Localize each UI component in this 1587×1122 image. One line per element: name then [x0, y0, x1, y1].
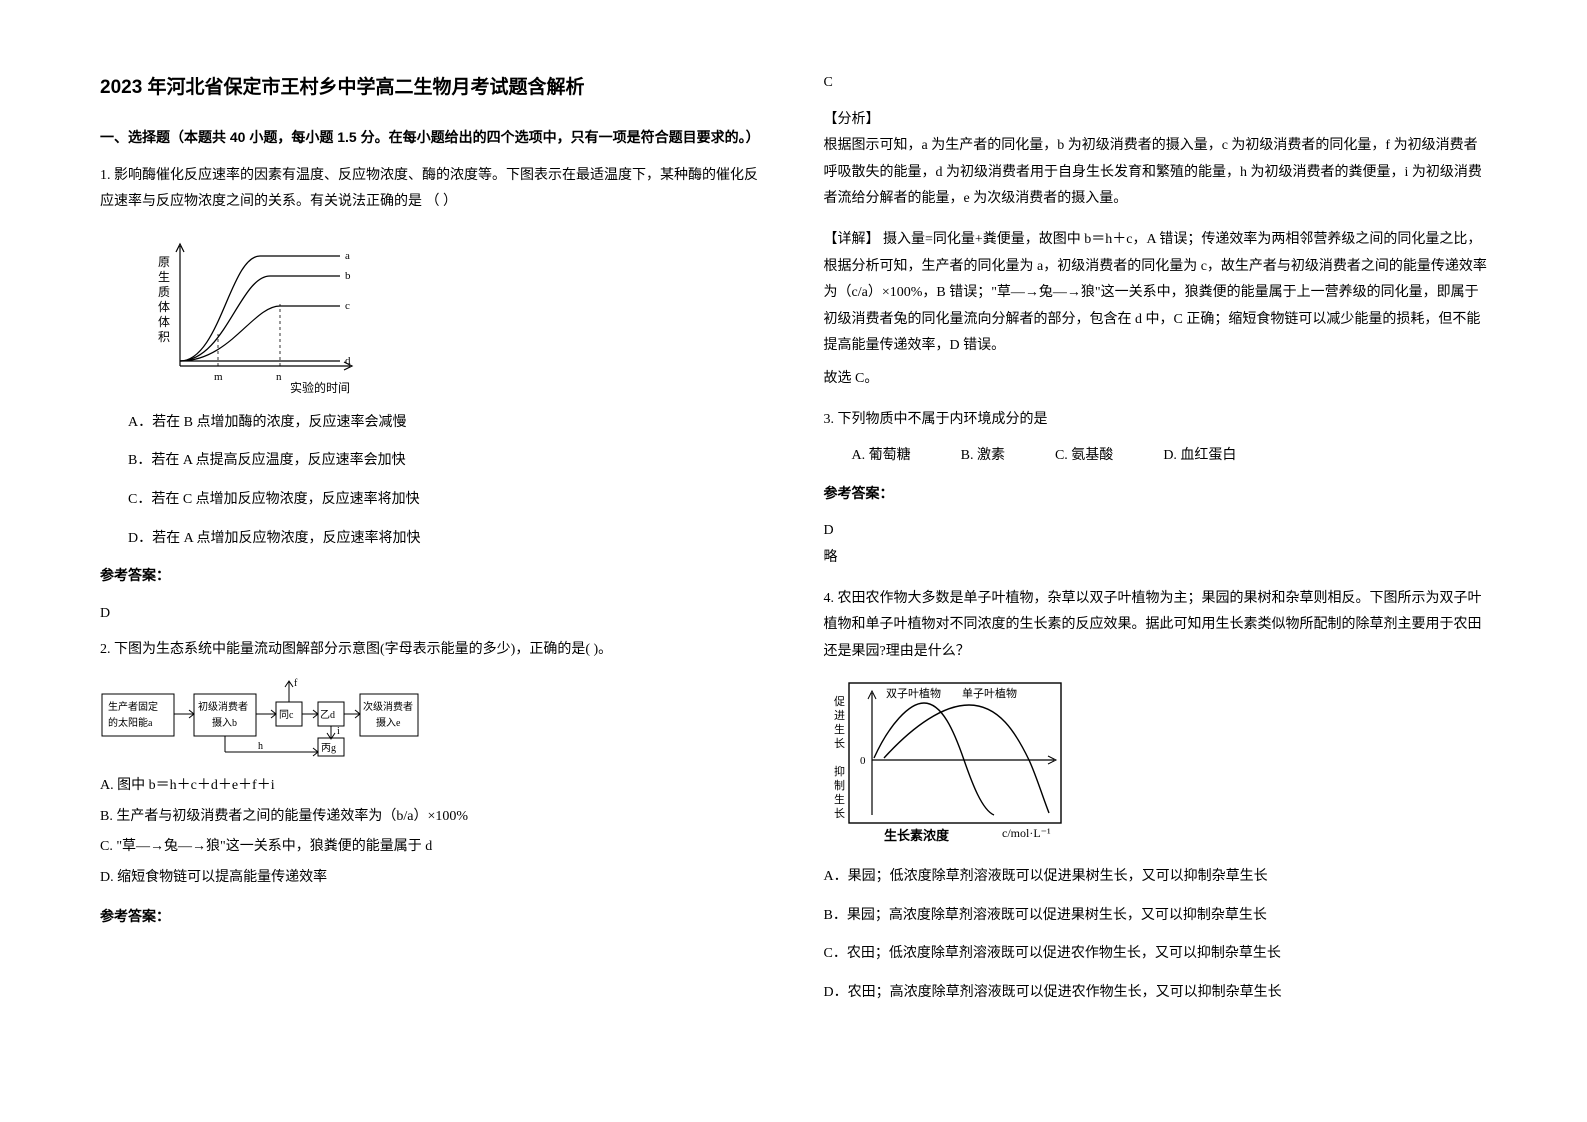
svg-text:促: 促 — [834, 694, 845, 708]
svg-text:生: 生 — [158, 270, 170, 284]
q3-option-d: D. 血红蛋白 — [1163, 443, 1236, 470]
q4-option-c: C．农田；低浓度除草剂溶液既可以促进农作物生长，又可以抑制杂草生长 — [824, 941, 1488, 968]
svg-text:同c: 同c — [279, 709, 294, 721]
detail-label: 【详解】 — [824, 232, 880, 247]
q1-option-d: D．若在 A 点增加反应物浓度，反应速率将加快 — [128, 526, 764, 553]
svg-text:h: h — [258, 741, 263, 752]
q1-figure: 原 生 质 体 体 积 a b c d m n 实验的时间 — [140, 226, 764, 396]
q1-option-a: A．若在 B 点增加酶的浓度，反应速率会减慢 — [128, 410, 764, 437]
q3-note: 略 — [824, 545, 1488, 572]
left-column: 2023 年河北省保定市王村乡中学高二生物月考试题含解析 一、选择题（本题共 4… — [100, 70, 764, 1082]
document-title: 2023 年河北省保定市王村乡中学高二生物月考试题含解析 — [100, 70, 764, 106]
svg-text:生长素浓度: 生长素浓度 — [884, 828, 950, 843]
svg-text:a: a — [345, 250, 350, 262]
q4-figure: 0 促 进 生 长 抑 制 生 长 双子叶植物 单子叶植物 生长素浓度 c/mo… — [824, 675, 1488, 850]
svg-text:抑: 抑 — [834, 764, 845, 778]
q2-figure: 生产者固定 的太阳能a 初级消费者 摄入b 同c 乙d 次级消费者 摄入e f … — [100, 674, 764, 759]
svg-text:生: 生 — [834, 792, 845, 806]
q2-option-d: D. 缩短食物链可以提高能量传递效率 — [100, 865, 764, 892]
analysis-label: 【分析】 — [824, 107, 1488, 134]
q1-answer-label: 参考答案： — [100, 564, 764, 591]
svg-text:生: 生 — [834, 722, 845, 736]
svg-text:摄入b: 摄入b — [212, 716, 237, 729]
q3-option-a: A. 葡萄糖 — [852, 443, 911, 470]
svg-text:进: 进 — [834, 709, 845, 722]
svg-text:长: 长 — [834, 807, 845, 820]
right-column: C 【分析】 根据图示可知，a 为生产者的同化量，b 为初级消费者的摄入量，c … — [824, 70, 1488, 1082]
svg-text:c/mol·L⁻¹: c/mol·L⁻¹ — [1002, 826, 1051, 840]
q4-option-a: A．果园；低浓度除草剂溶液既可以促进果树生长，又可以抑制杂草生长 — [824, 864, 1488, 891]
svg-text:m: m — [214, 371, 223, 383]
svg-text:n: n — [276, 371, 282, 383]
svg-text:0: 0 — [860, 755, 866, 767]
svg-text:丙g: 丙g — [321, 743, 336, 754]
q2-stem: 2. 下图为生态系统中能量流动图解部分示意图(字母表示能量的多少)，正确的是( … — [100, 637, 764, 664]
svg-text:摄入e: 摄入e — [376, 716, 401, 729]
q2-option-b: B. 生产者与初级消费者之间的能量传递效率为（b/a）×100% — [100, 804, 764, 831]
svg-text:次级消费者: 次级消费者 — [363, 700, 413, 713]
detail-text: 摄入量=同化量+粪便量，故图中 b＝h＋c，A 错误；传递效率为两相邻营养级之间… — [824, 232, 1487, 353]
svg-text:体: 体 — [158, 315, 170, 329]
svg-text:体: 体 — [158, 300, 170, 314]
analysis-text: 根据图示可知，a 为生产者的同化量，b 为初级消费者的摄入量，c 为初级消费者的… — [824, 133, 1488, 213]
svg-text:d: d — [345, 355, 351, 367]
svg-text:制: 制 — [834, 779, 845, 792]
q4-option-d: D．农田；高浓度除草剂溶液既可以促进农作物生长，又可以抑制杂草生长 — [824, 980, 1488, 1007]
svg-text:双子叶植物: 双子叶植物 — [886, 686, 941, 700]
svg-text:长: 长 — [834, 737, 845, 750]
svg-text:积: 积 — [158, 330, 170, 344]
q2-answer: C — [824, 70, 1488, 97]
svg-text:初级消费者: 初级消费者 — [198, 700, 248, 713]
q3-option-b: B. 激素 — [961, 443, 1005, 470]
section-heading: 一、选择题（本题共 40 小题，每小题 1.5 分。在每小题给出的四个选项中，只… — [100, 124, 764, 151]
svg-text:生产者固定: 生产者固定 — [108, 700, 158, 713]
q3-option-c: C. 氨基酸 — [1055, 443, 1113, 470]
q2-option-c: C. "草―→兔―→狼"这一关系中，狼粪便的能量属于 d — [100, 834, 764, 861]
q2-option-a: A. 图中 b＝h＋c＋d＋e＋f＋i — [100, 773, 764, 800]
svg-text:质: 质 — [158, 285, 170, 299]
svg-text:b: b — [345, 270, 351, 282]
q3-stem: 3. 下列物质中不属于内环境成分的是 — [824, 407, 1488, 434]
q2-answer-label: 参考答案： — [100, 905, 764, 932]
q4-stem: 4. 农田农作物大多数是单子叶植物，杂草以双子叶植物为主；果园的果树和杂草则相反… — [824, 586, 1488, 666]
pick-text: 故选 C。 — [824, 366, 1488, 393]
q3-answer: D — [824, 518, 1488, 545]
q3-options: A. 葡萄糖 B. 激素 C. 氨基酸 D. 血红蛋白 — [852, 443, 1488, 470]
svg-text:i: i — [337, 726, 340, 737]
svg-text:的太阳能a: 的太阳能a — [108, 716, 153, 729]
svg-text:单子叶植物: 单子叶植物 — [962, 686, 1017, 700]
q1-answer: D — [100, 601, 764, 628]
q4-option-b: B．果园；高浓度除草剂溶液既可以促进果树生长，又可以抑制杂草生长 — [824, 903, 1488, 930]
q1-option-c: C．若在 C 点增加反应物浓度，反应速率将加快 — [128, 487, 764, 514]
q1-xlabel: 实验的时间 — [290, 380, 350, 395]
q3-answer-label: 参考答案： — [824, 482, 1488, 509]
q1-option-b: B．若在 A 点提高反应温度，反应速率会加快 — [128, 448, 764, 475]
svg-text:c: c — [345, 300, 350, 312]
svg-text:乙d: 乙d — [320, 709, 335, 721]
q1-stem: 1. 影响酶催化反应速率的因素有温度、反应物浓度、酶的浓度等。下图表示在最适温度… — [100, 163, 764, 216]
svg-text:f: f — [294, 678, 298, 689]
q1-ylabel: 原 — [158, 255, 170, 269]
